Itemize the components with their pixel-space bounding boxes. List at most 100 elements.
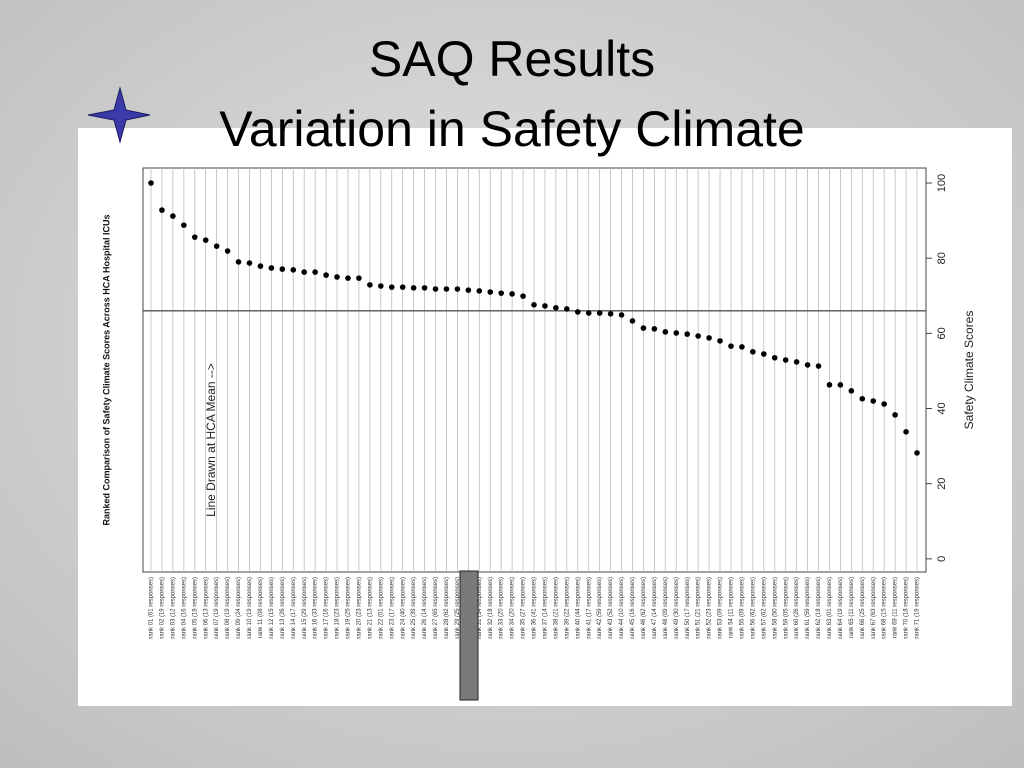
x-tick-label: rank 45 (16 responses) (630, 577, 636, 639)
x-tick-label: rank 02 (19 responses) (160, 577, 166, 639)
dot (487, 289, 494, 295)
x-tick-label: rank 58 (50 responses) (772, 577, 778, 639)
x-tick-label: rank 09 (24 responses) (236, 577, 242, 639)
x-tick-label: rank 66 (25 responses) (860, 577, 866, 639)
dot (290, 267, 297, 273)
dot (421, 285, 428, 291)
x-tick-label: rank 22 (01 responses) (378, 577, 384, 639)
dot (191, 234, 198, 240)
x-tick-label: rank 43 (52 responses) (608, 577, 614, 639)
dot (651, 326, 658, 332)
dot (618, 312, 625, 318)
x-tick-label: rank 40 (44 responses) (575, 577, 581, 639)
dot (684, 331, 690, 337)
x-tick-label: rank 18 (23 responses) (335, 577, 341, 639)
x-tick-label: rank 56 (62 responses) (750, 577, 756, 639)
dot (454, 286, 461, 292)
x-tick-label: rank 28 (62 responses) (444, 577, 450, 639)
dot (793, 359, 800, 365)
dot (782, 357, 789, 363)
dot (739, 344, 745, 350)
x-tick-label: rank 44 (10 responses) (619, 577, 625, 639)
y-tick-label: 80 (936, 252, 948, 264)
x-tick-label: rank 35 (27 responses) (521, 577, 527, 639)
dot (345, 275, 351, 281)
dot (564, 306, 570, 312)
dot (596, 310, 603, 316)
dot (574, 309, 581, 315)
plot: 0 20 40 60 80 100 Safety Climate Scores Ranked … (101, 168, 976, 639)
dot (859, 395, 866, 402)
dot (356, 275, 362, 281)
x-tick-label: rank 24 (40 responses) (400, 577, 406, 639)
dot (410, 285, 417, 291)
dot (870, 398, 877, 404)
y-tick-label: 100 (936, 174, 948, 192)
dot (148, 180, 154, 186)
dot (728, 343, 734, 349)
x-tick-label: rank 12 (15 responses) (269, 577, 275, 639)
x-tick-label: rank 01 (61 responses) (149, 577, 155, 639)
x-tick-label: rank 36 (41 responses) (532, 577, 538, 639)
x-tick-label: rank 42 (59 responses) (597, 577, 603, 639)
x-tick-label: rank 51 (21 responses) (696, 577, 702, 639)
dot (771, 354, 778, 361)
dot (826, 382, 833, 388)
dot (443, 286, 450, 292)
dot (607, 311, 614, 317)
x-tick-label: rank 10 (19 responses) (247, 577, 253, 639)
dot (334, 274, 340, 280)
x-tick-label: rank 03 (12 responses) (170, 577, 176, 639)
x-tick-label: rank 64 (19 responses) (838, 577, 844, 639)
dot (804, 362, 811, 368)
dot (465, 287, 472, 293)
x-tick-label: rank 67 (63 responses) (871, 577, 877, 639)
dot (399, 284, 406, 290)
x-tick-label: rank 55 (09 responses) (739, 577, 745, 639)
x-tick-label: rank 25 (39 responses) (411, 577, 417, 639)
x-tick-label: rank 70 (18 responses) (904, 577, 910, 639)
x-tick-label: rank 11 (08 responses) (258, 577, 264, 638)
dot (213, 243, 220, 249)
x-tick-label: rank 39 (22 responses) (564, 577, 570, 639)
x-tick-label: rank 62 (18 responses) (816, 577, 822, 639)
x-tick-label: rank 29 (25 responses) (455, 577, 461, 639)
x-tick-label: rank 41 (17 responses) (586, 577, 592, 639)
dot (761, 351, 767, 357)
dot (892, 412, 898, 418)
dot (706, 335, 712, 341)
dot (640, 325, 647, 331)
dot (246, 260, 253, 266)
x-tick-label: rank 48 (09 responses) (663, 577, 669, 639)
x-tick-label: rank 20 (23 responses) (356, 577, 362, 639)
dot (815, 363, 822, 369)
x-tick-label: rank 38 (21 responses) (553, 577, 559, 639)
dot (279, 266, 286, 272)
dot (881, 401, 887, 407)
dot (717, 338, 723, 344)
x-tick-label: rank 49 (30 responses) (674, 577, 680, 639)
dot (378, 283, 384, 289)
x-tick-label: rank 37 (14 responses) (543, 577, 549, 639)
dot (531, 301, 537, 308)
x-tick-label: rank 16 (33 responses) (313, 577, 319, 639)
dot (159, 207, 165, 213)
title: SAQ Results (369, 31, 655, 87)
x-tick-label: rank 61 (59 responses) (805, 577, 811, 639)
x-tick-label: rank 57 (62 responses) (761, 577, 767, 639)
x-tick-label: rank 63 (01 responses) (827, 577, 833, 639)
x-axis-label: Ranked Comparison of Safety Climate Scor… (101, 215, 111, 526)
x-tick-label: rank 06 (13 responses) (203, 577, 209, 639)
x-tick-label: rank 50 (17 responses) (685, 577, 691, 639)
x-tick-label: rank 65 (11 responses) (849, 577, 855, 638)
dot (553, 305, 559, 311)
dot (750, 348, 756, 355)
dot (388, 284, 395, 290)
dot (509, 291, 515, 297)
x-tick-label: rank 34 (20 responses) (510, 577, 516, 639)
dot (432, 286, 439, 292)
star-icon (87, 86, 151, 144)
dot (662, 329, 669, 335)
dot (903, 429, 909, 435)
